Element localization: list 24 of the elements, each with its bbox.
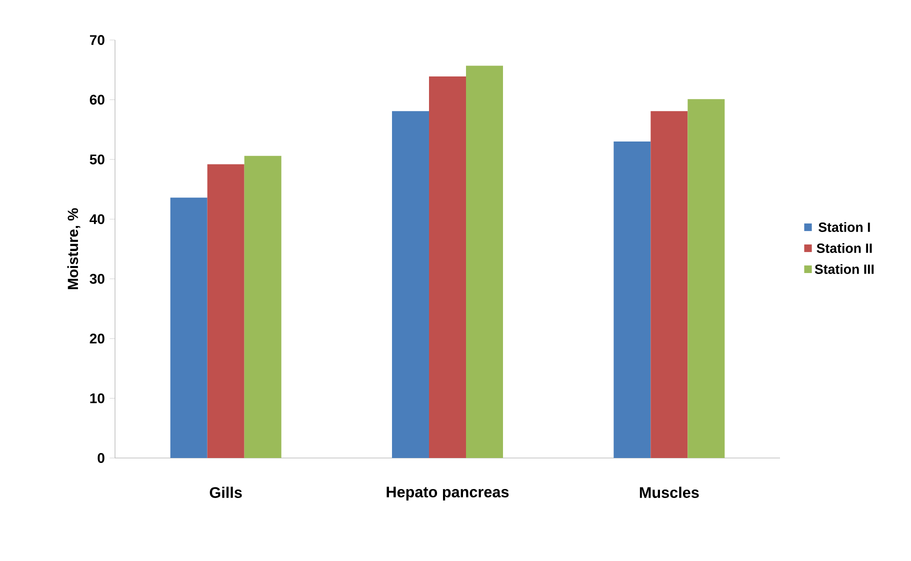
bar — [429, 76, 466, 458]
y-tick-label: 30 — [90, 274, 104, 284]
x-tick-label: Hepato pancreas — [386, 486, 509, 500]
y-tick-label: 20 — [90, 334, 104, 344]
y-tick-label: 40 — [90, 214, 104, 224]
bar — [688, 99, 725, 458]
y-tick-label: 10 — [90, 393, 104, 404]
bar — [207, 164, 244, 458]
bar — [614, 142, 651, 458]
legend-label: Station III — [814, 264, 874, 274]
bar — [244, 156, 282, 458]
bar — [392, 111, 429, 458]
legend-label: Station II — [816, 243, 872, 253]
y-tick-label: 60 — [90, 94, 104, 105]
y-tick-label: 50 — [90, 154, 104, 164]
y-tick-label: 0 — [98, 453, 104, 463]
bar — [466, 66, 503, 458]
y-axis-title: Moisture, % — [67, 208, 80, 290]
x-tick-label: Muscles — [640, 486, 699, 498]
bar — [650, 111, 688, 458]
bar — [170, 198, 208, 458]
legend-label: Station I — [818, 222, 870, 232]
y-tick-label: 70 — [90, 35, 104, 45]
x-tick-label: Gills — [210, 486, 242, 498]
